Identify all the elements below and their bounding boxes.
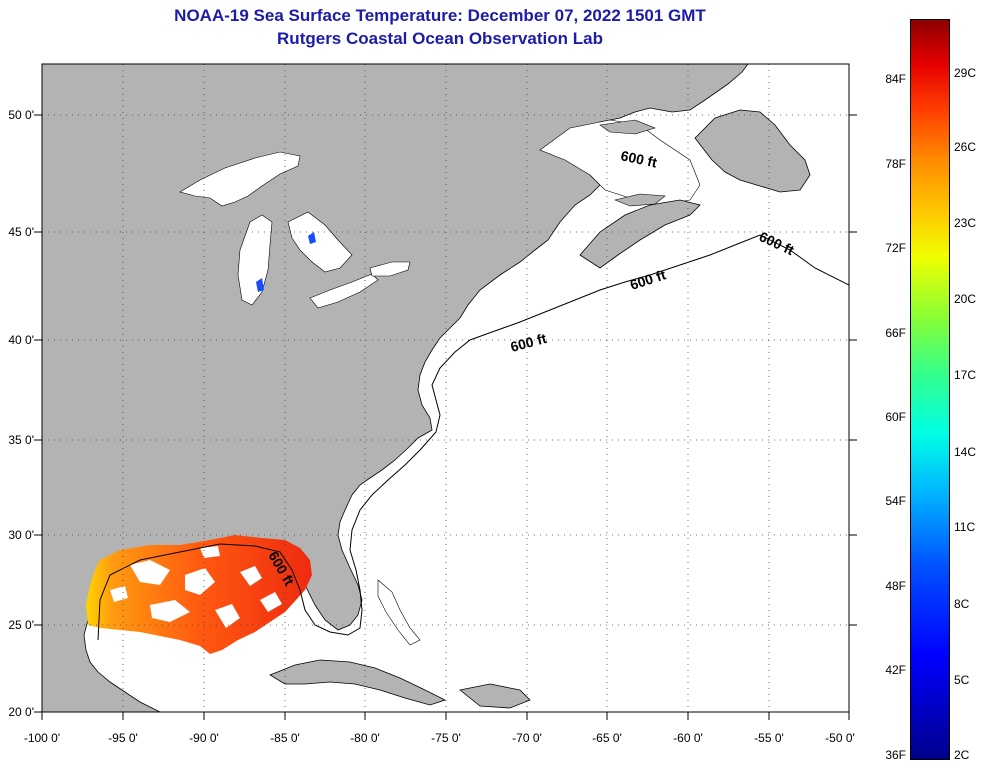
- colorbar-c-label: 14C: [954, 445, 977, 459]
- temperature-colorbar: [910, 19, 950, 760]
- colorbar-c-label: 20C: [954, 292, 977, 306]
- longitude-label: -85 0': [270, 731, 300, 745]
- latitude-label: 20 0': [8, 705, 34, 719]
- colorbar-c-label: 11C: [954, 520, 976, 534]
- colorbar-f-label: 54F: [885, 494, 906, 508]
- colorbar-f-label: 72F: [885, 241, 906, 255]
- colorbar-c-label: 29C: [954, 66, 977, 80]
- latitude-label: 45 0': [8, 225, 34, 239]
- longitude-label: -55 0': [754, 731, 784, 745]
- lake-superior: [179, 151, 301, 207]
- gulf-of-st-lawrence: [539, 119, 701, 206]
- longitude-label: -70 0': [512, 731, 542, 745]
- colorbar-c-label: 8C: [954, 597, 970, 611]
- latitude-label: 50 0': [8, 108, 34, 122]
- latitude-label: 25 0': [8, 618, 34, 632]
- lake-erie: [309, 273, 379, 309]
- colorbar-c-label: 26C: [954, 140, 977, 154]
- map-subtitle: Rutgers Coastal Ocean Observation Lab: [277, 29, 603, 48]
- longitude-label: -65 0': [592, 731, 622, 745]
- latitude-label: 40 0': [8, 333, 34, 347]
- gridlines: [42, 64, 849, 712]
- colorbar-f-label: 66F: [885, 326, 906, 340]
- longitude-label: -60 0': [673, 731, 703, 745]
- nova-scotia-land: [579, 199, 701, 269]
- colorbar-f-label: 48F: [885, 579, 906, 593]
- cloud-gaps: [110, 546, 282, 628]
- lake-ontario: [369, 261, 411, 277]
- newfoundland-land: [694, 109, 811, 193]
- longitude-label: -100 0': [23, 731, 61, 745]
- map-frame: [41, 63, 850, 713]
- anticosti-land: [599, 119, 656, 135]
- map-title: NOAA-19 Sea Surface Temperature: Decembe…: [174, 6, 706, 25]
- hispaniola-land: [459, 683, 531, 709]
- latitude-label: 30 0': [8, 528, 34, 542]
- colorbar-f-label: 36F: [885, 748, 906, 762]
- colorbar-c-label: 5C: [954, 673, 970, 687]
- cuba-land: [269, 659, 447, 706]
- lake-cold-patch: [256, 278, 264, 292]
- longitude-label: -50 0': [825, 731, 855, 745]
- colorbar-f-label: 42F: [885, 663, 906, 677]
- contour-label: 600 ft: [619, 147, 658, 170]
- bahamas-land: [377, 579, 421, 646]
- colorbar-c-label: 2C: [954, 748, 970, 762]
- 600ft-contour: [97, 234, 849, 641]
- longitude-label: -95 0': [108, 731, 138, 745]
- axis-ticks: [34, 114, 857, 720]
- colorbar-c-label: 17C: [954, 368, 977, 382]
- colorbar-c-label: 23C: [954, 216, 977, 230]
- latitude-label: 35 0': [8, 433, 34, 447]
- colorbar-f-label: 78F: [885, 157, 906, 171]
- longitude-label: -80 0': [350, 731, 380, 745]
- longitude-label: -90 0': [189, 731, 219, 745]
- lake-michigan: [237, 214, 273, 306]
- lake-cold-patch-2: [308, 232, 316, 244]
- colorbar-f-label: 84F: [885, 72, 906, 86]
- lake-huron: [287, 211, 353, 273]
- longitude-label: -75 0': [431, 731, 461, 745]
- colorbar-f-label: 60F: [885, 410, 906, 424]
- pei-land: [614, 193, 666, 207]
